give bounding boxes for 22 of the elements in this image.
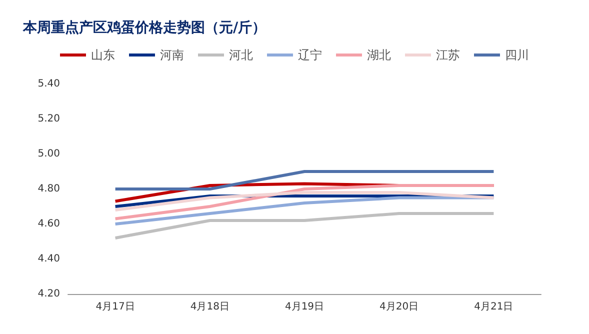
x-tick-label: 4月19日: [284, 302, 324, 312]
x-tick-label: 4月18日: [190, 302, 230, 312]
legend-label: 四川: [505, 48, 529, 62]
legend-label: 湖北: [367, 48, 391, 62]
chart-title: 本周重点产区鸡蛋价格走势图（元/斤）: [22, 19, 266, 36]
x-tick-label: 4月21日: [474, 302, 514, 312]
y-tick-label: 5.00: [38, 148, 60, 160]
y-tick-label: 4.40: [38, 254, 60, 264]
line-series: [114, 184, 496, 220]
line-series: [114, 196, 496, 226]
legend-label: 河北: [229, 48, 253, 62]
y-tick-label: 5.20: [38, 114, 60, 124]
legend-label: 辽宁: [298, 48, 322, 62]
legend-label: 山东: [91, 48, 115, 62]
y-tick-label: 4.80: [38, 184, 60, 194]
y-tick-label: 5.40: [38, 78, 60, 90]
y-tick-label: 4.20: [38, 288, 60, 300]
y-tick-label: 4.60: [38, 218, 60, 230]
legend-label: 江苏: [436, 48, 460, 62]
x-tick-label: 4月17日: [96, 302, 135, 312]
legend-label: 河南: [160, 48, 184, 62]
x-tick-label: 4月20日: [380, 302, 419, 312]
